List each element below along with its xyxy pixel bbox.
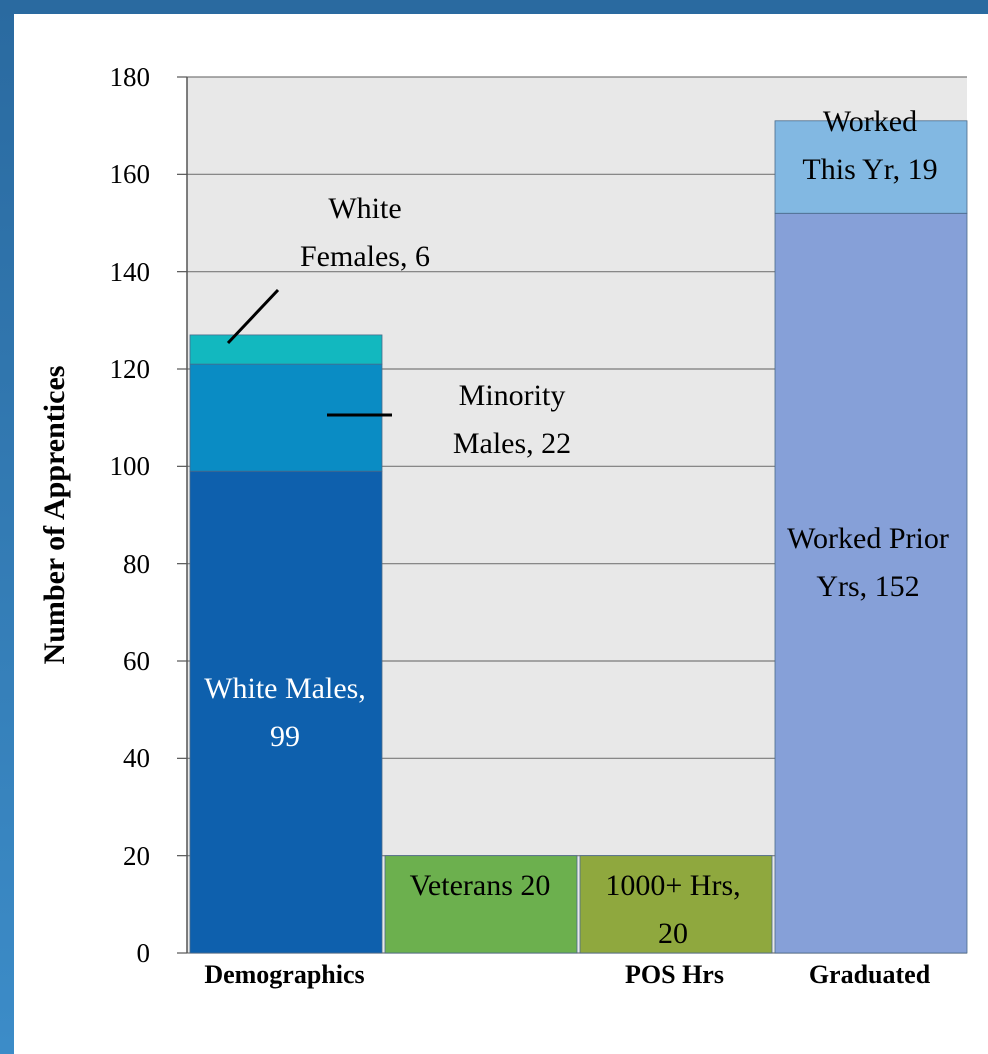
y-tick-label: 80 (123, 548, 150, 579)
data-label: White Females, 6 (300, 192, 430, 273)
y-tick-label: 60 (123, 646, 150, 676)
y-tick-label: 120 (109, 354, 151, 384)
bar-segment (579, 855, 773, 954)
y-axis-title: Number of Apprentices (38, 365, 71, 665)
x-tick-label: POS Hrs (625, 960, 724, 989)
bar-segment (774, 120, 968, 214)
bar-segment (189, 363, 383, 472)
x-tick-label: Demographics (204, 960, 365, 989)
bar-segment (189, 470, 383, 954)
data-label: Worked Prior Yrs, 152 (787, 522, 949, 603)
y-tick-label: 20 (123, 840, 150, 871)
leader-line (226, 288, 280, 345)
y-tick-label: 180 (109, 62, 151, 92)
y-tick-label: 160 (109, 159, 151, 190)
y-tick-label: 100 (109, 451, 151, 482)
x-tick-label: Graduated (808, 960, 931, 989)
data-label: Worked This Yr, 19 (802, 105, 938, 186)
y-tick-label: 40 (123, 743, 150, 774)
data-label: Veterans 20 (409, 869, 551, 902)
bar-segment (189, 334, 383, 365)
y-tick-label: 0 (136, 938, 151, 968)
bar-segment (774, 212, 968, 954)
bar-segment (384, 855, 578, 954)
data-label: Minority Males, 22 (452, 379, 572, 460)
y-tick-label: 140 (109, 256, 151, 287)
data-label: 1000+ Hrs, 20 (605, 869, 741, 950)
data-label: White Males, 99 (204, 672, 366, 753)
